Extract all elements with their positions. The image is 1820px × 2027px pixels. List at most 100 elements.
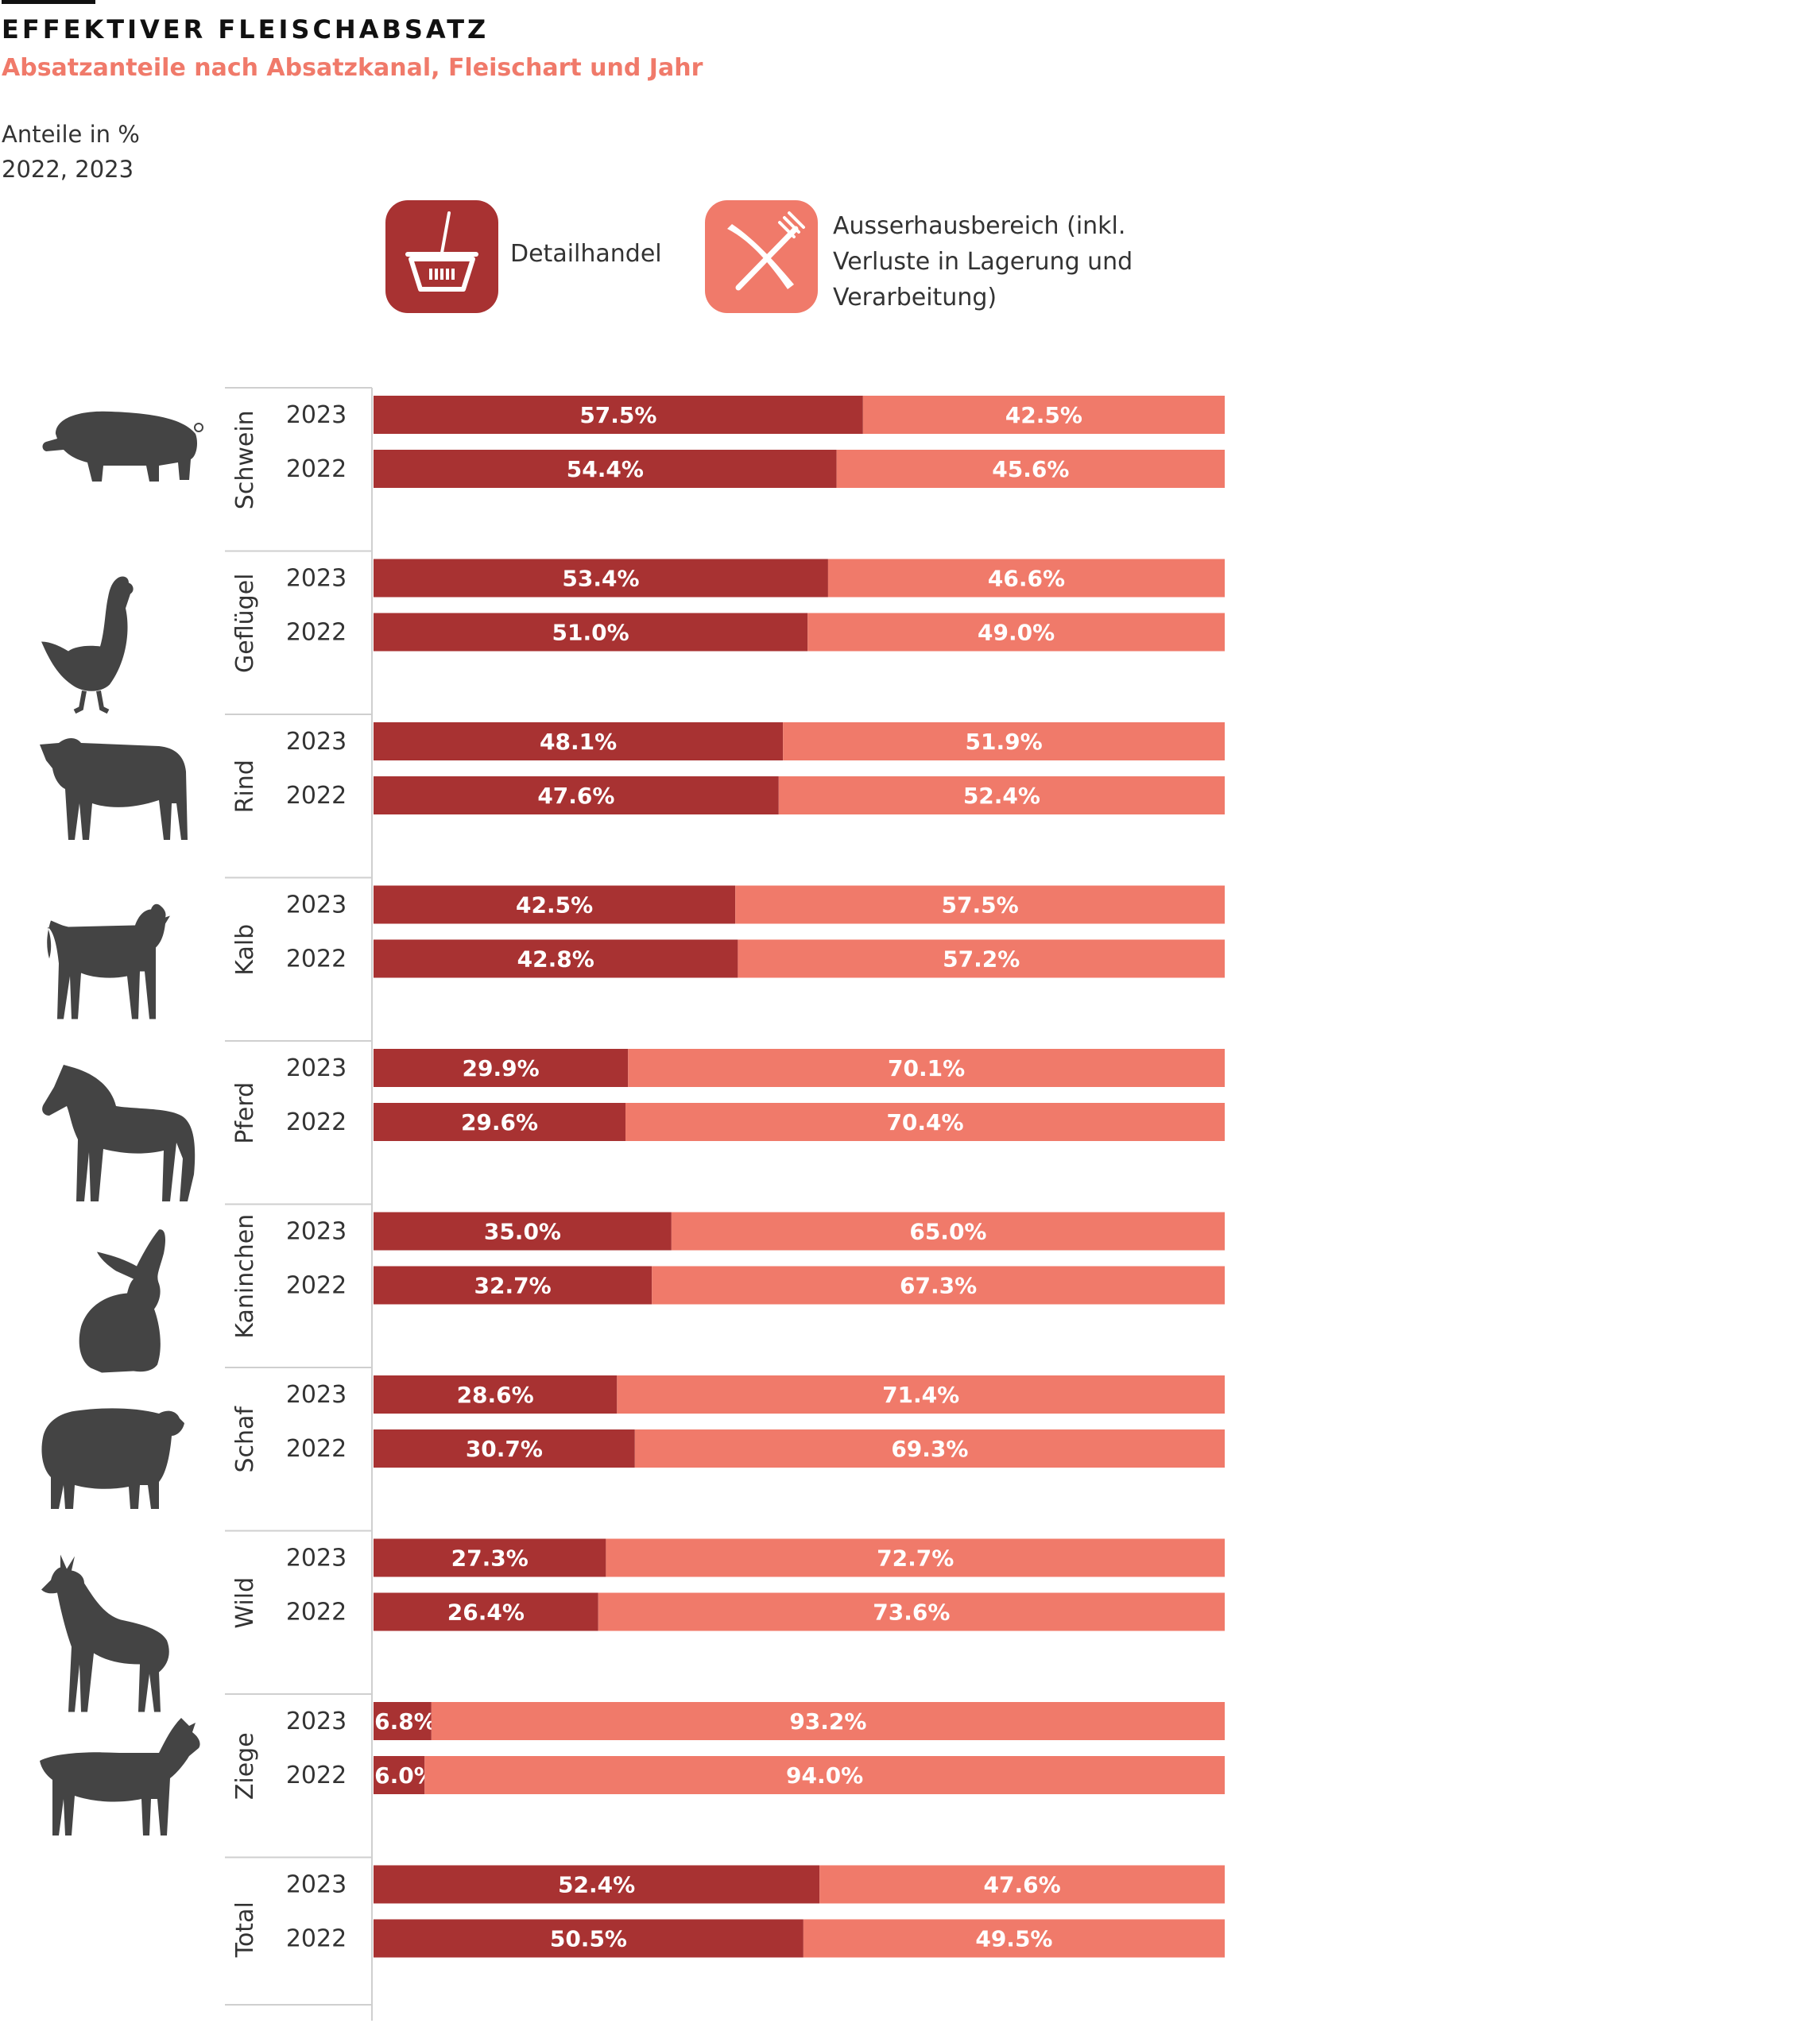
year-label: 2022: [286, 1762, 347, 1789]
value-label: 67.3%: [900, 1273, 977, 1299]
year-label: 2022: [286, 1599, 347, 1627]
value-label: 42.8%: [517, 946, 594, 973]
group-label: Geflügel: [231, 574, 259, 673]
bar-segment: [803, 1919, 1225, 1958]
bar-segment: [783, 722, 1225, 760]
bar-segment: [807, 613, 1225, 652]
value-label: 57.5%: [942, 892, 1019, 919]
bar-segment: [819, 1865, 1225, 1904]
year-label: 2023: [286, 1871, 347, 1899]
value-label: 94.0%: [786, 1762, 863, 1789]
bar-segment: [374, 1919, 804, 1958]
unit-note: Anteile in %: [2, 121, 140, 148]
bar-segment: [374, 1429, 635, 1468]
year-label: 2022: [286, 1925, 347, 1953]
cow-icon: [40, 738, 188, 840]
deer-icon: [41, 1554, 169, 1712]
value-label: 46.6%: [988, 566, 1065, 592]
horse-icon: [42, 1065, 196, 1201]
bar-segment: [862, 396, 1225, 434]
bar-segment: [735, 885, 1225, 924]
group-label: Rind: [231, 760, 259, 813]
value-label: 72.7%: [877, 1545, 954, 1572]
bar-segment: [606, 1538, 1225, 1577]
rabbit-icon: [79, 1229, 165, 1373]
bar-segment: [374, 885, 736, 924]
bar-segment: [634, 1429, 1225, 1468]
pig-icon: [41, 410, 203, 482]
value-label: 42.5%: [1005, 402, 1082, 428]
value-label: 6.8%: [374, 1708, 436, 1735]
value-label: 28.6%: [457, 1382, 534, 1408]
legend-foodservice-line: Ausserhausbereich (inkl.: [833, 212, 1126, 240]
value-label: 50.5%: [550, 1926, 627, 1952]
bar-segment: [374, 1375, 618, 1414]
bar-segment: [374, 1865, 820, 1904]
bar-segment: [652, 1266, 1225, 1305]
bar-segment: [738, 939, 1225, 978]
value-label: 49.5%: [975, 1926, 1052, 1952]
group-label: Ziege: [231, 1732, 259, 1800]
year-label: 2022: [286, 1435, 347, 1463]
goat-icon: [40, 1718, 200, 1836]
bar-segment: [836, 450, 1225, 488]
value-label: 52.4%: [558, 1872, 635, 1898]
value-label: 65.0%: [909, 1219, 986, 1245]
bar-segment: [374, 1266, 652, 1305]
group-label: Pferd: [231, 1082, 259, 1144]
year-label: 2022: [286, 619, 347, 647]
title-rule: [2, 0, 95, 4]
value-label: 26.4%: [447, 1600, 525, 1626]
value-label: 42.5%: [516, 892, 593, 919]
bar-segment: [625, 1103, 1225, 1141]
year-label: 2023: [286, 892, 347, 919]
year-label: 2022: [286, 782, 347, 810]
year-label: 2023: [286, 565, 347, 593]
group-label: Kaninchen: [231, 1214, 259, 1339]
years-note: 2022, 2023: [2, 156, 134, 183]
bar-segment: [598, 1592, 1225, 1631]
bar-segment: [374, 1049, 629, 1087]
calf-icon: [47, 903, 170, 1019]
chart-plot-area: Schwein 2023 57.5% 42.5% 2022 54.4% 45.6% Geflü…: [40, 387, 1225, 2021]
value-label: 30.7%: [466, 1436, 543, 1462]
chicken-icon: [41, 577, 134, 712]
bar-segment: [374, 396, 863, 434]
value-label: 51.0%: [552, 620, 629, 646]
sheep-icon: [41, 1408, 184, 1509]
value-label: 54.4%: [567, 456, 644, 482]
value-label: 53.4%: [562, 566, 639, 592]
value-label: 57.5%: [579, 402, 656, 428]
knife-fork-icon: [705, 200, 818, 313]
group-label: Schwein: [231, 410, 259, 509]
value-label: 49.0%: [978, 620, 1055, 646]
chart-subtitle: Absatzanteile nach Absatzkanal, Fleischa…: [2, 54, 703, 82]
bar-segment: [374, 1103, 626, 1141]
bar-segment: [671, 1212, 1225, 1251]
value-label: 51.9%: [966, 729, 1043, 755]
legend-foodservice-label: Ausserhausbereich (inkl. Verluste in Lag…: [833, 208, 1133, 315]
year-label: 2022: [286, 1272, 347, 1300]
bar-segment: [431, 1702, 1225, 1740]
value-label: 47.6%: [537, 783, 614, 809]
year-label: 2023: [286, 1708, 347, 1735]
value-label: 70.4%: [886, 1109, 963, 1135]
year-label: 2023: [286, 1054, 347, 1082]
value-label: 35.0%: [484, 1219, 561, 1245]
bar-segment: [374, 722, 784, 760]
group-label: Schaf: [231, 1406, 259, 1473]
value-label: 47.6%: [984, 1872, 1061, 1898]
year-label: 2023: [286, 1545, 347, 1572]
value-label: 52.4%: [963, 783, 1040, 809]
value-label: 29.6%: [461, 1109, 538, 1135]
bar-segment: [374, 1538, 606, 1577]
legend-retail-label: Detailhandel: [510, 240, 662, 268]
value-label: 71.4%: [882, 1382, 959, 1408]
shopping-basket-icon: [385, 200, 498, 313]
bar-segment: [374, 1702, 432, 1740]
value-label: 29.9%: [463, 1055, 540, 1081]
year-label: 2023: [286, 1218, 347, 1246]
bar-segment: [374, 559, 828, 598]
bar-segment: [374, 613, 808, 652]
